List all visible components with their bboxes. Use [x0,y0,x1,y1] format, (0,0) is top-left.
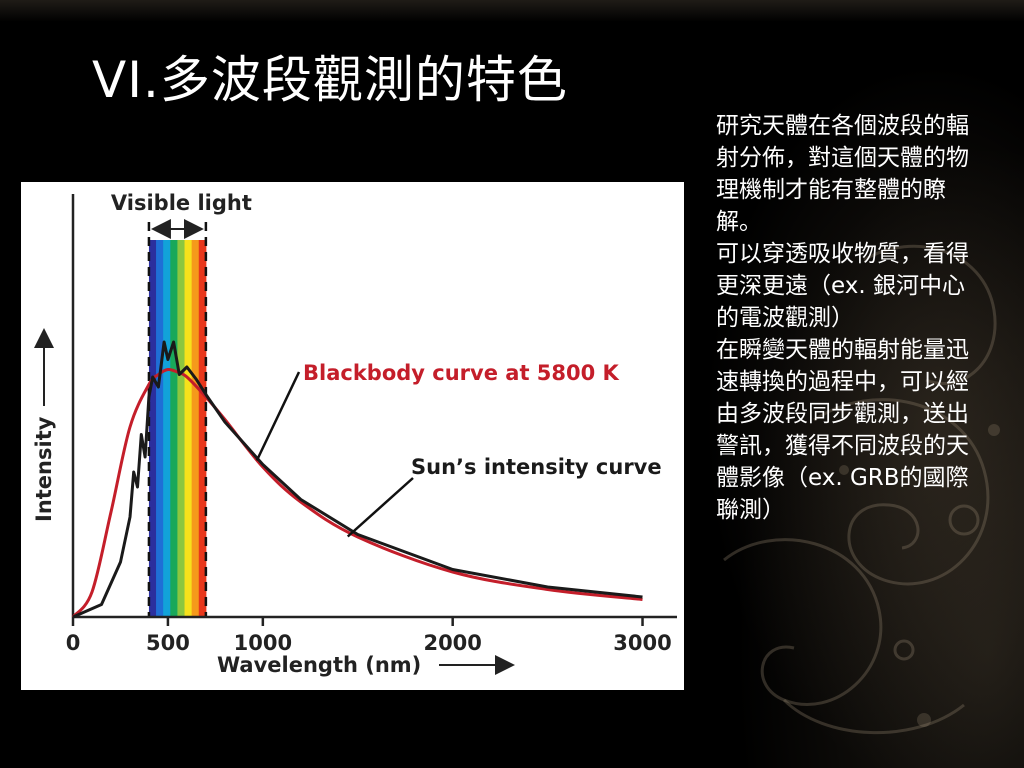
spectrum-stripe [170,240,178,617]
blackbody-annotation: Blackbody curve at 5800 K [303,361,620,385]
x-tick-label: 0 [66,631,81,655]
chart-panel: 0 500 1000 2000 3000 Visible light Wavelengt… [21,182,684,690]
x-tick-label: 1000 [234,631,292,655]
spectrum-stripe [184,240,193,617]
paragraph-transient-objects: 在瞬變天體的輻射能量迅速轉換的過程中，可以經由多波段同步觀測，送出警訊，獲得不同… [716,337,969,523]
decorative-swirl-ornament [664,0,1024,768]
sun-curve-annotation: Sun’s intensity curve [411,455,662,479]
x-tick-label: 2000 [423,631,481,655]
spectrum-stripe [156,240,164,617]
decorative-top-border [0,0,1024,22]
paragraph-penetration: 可以穿透吸收物質，看得更深更遠（ex. 銀河中心的電波觀測） [716,241,969,331]
sun-intensity-curve [72,340,643,619]
slide-title: VI.多波段觀測的特色 [92,51,568,109]
intensity-wavelength-chart: 0 500 1000 2000 3000 Visible light Wavelengt… [32,191,677,677]
x-tick-label: 3000 [613,631,671,655]
blackbody-leader-line [255,371,301,462]
spectrum-stripe [148,240,157,617]
spectrum-stripe [177,240,186,617]
slide-body-text: 研究天體在各個波段的輻射分佈，對這個天體的物理機制才能有整體的瞭解。 可以穿透吸… [716,110,986,526]
spectrum-stripe [198,240,207,617]
series-lines [71,340,643,619]
spectrum-stripe [191,240,200,617]
spectrum-stripe [163,240,171,617]
axes: 0 500 1000 2000 3000 [34,194,677,675]
x-axis-label: Wavelength (nm) [217,653,421,677]
paragraph-radiation-distribution: 研究天體在各個波段的輻射分佈，對這個天體的物理機制才能有整體的瞭解。 [716,113,969,235]
chart-labels: Visible light Wavelength (nm) Intensity … [32,191,662,677]
visible-light-label: Visible light [111,191,252,215]
x-tick-label: 500 [146,631,190,655]
y-axis-label: Intensity [32,416,56,522]
sun-curve-leader-line [346,477,414,538]
blackbody-curve [71,367,643,619]
visible-spectrum-band [147,219,208,617]
